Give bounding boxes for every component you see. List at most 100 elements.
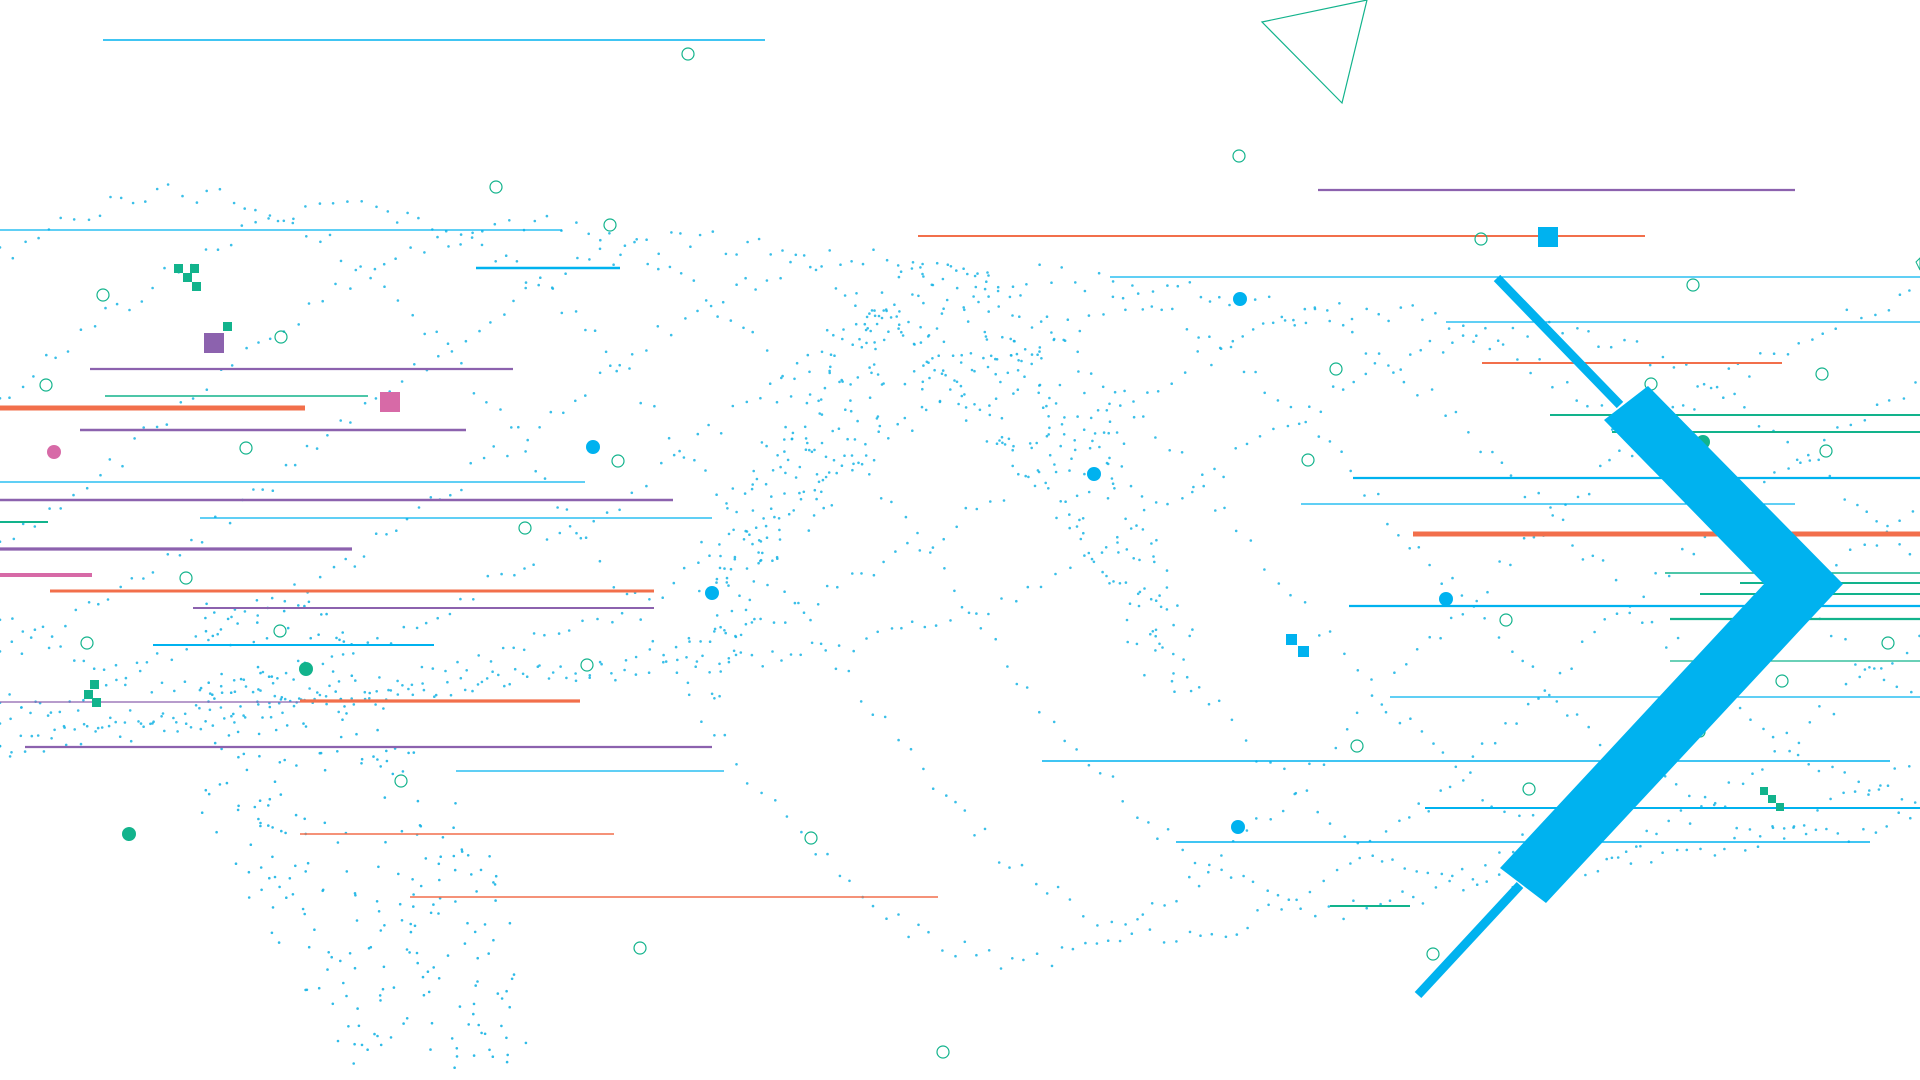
dot [772,621,776,624]
dot [988,413,992,417]
dot [1142,508,1146,512]
dot [1129,527,1133,530]
dot [1077,370,1080,373]
dot [1650,620,1654,624]
dot [256,665,260,669]
chevron-body [1500,386,1843,903]
dot [562,411,565,415]
dot [459,676,463,680]
dot [239,705,242,708]
dot [832,458,836,462]
dot [1486,590,1489,594]
dot [721,300,725,304]
dot [784,425,787,429]
dot [432,966,436,969]
dot [1048,426,1051,430]
dot [1601,559,1605,562]
dot [267,217,270,220]
dot [1196,350,1199,353]
dot [837,427,841,431]
dot [385,533,388,536]
dot [417,506,421,509]
dot [74,608,78,612]
dot [1641,621,1644,624]
dot [1110,477,1114,480]
dot [431,667,435,670]
dot [750,653,754,657]
dot [841,337,844,341]
dot [320,613,323,616]
dot [268,705,272,709]
dot [924,408,928,412]
dot [1060,946,1064,949]
dot [1772,352,1776,356]
dot [1208,335,1211,339]
dot [281,711,284,715]
dot [382,965,386,969]
dot [1685,848,1689,852]
dot [630,491,634,495]
dot [464,339,468,343]
dot [574,672,577,675]
dot [922,767,925,771]
dot [1440,872,1444,876]
dot [873,341,876,344]
dot [923,625,927,629]
dot [1182,658,1185,661]
dot [704,469,707,472]
square [223,322,232,331]
dot [812,514,816,517]
dot [679,232,682,235]
dot [687,636,691,640]
dot [623,244,627,247]
dot [1149,632,1152,636]
dot [975,612,978,615]
dot [1700,805,1703,808]
dot [1087,551,1091,555]
dot [1283,767,1286,771]
dot [1571,544,1574,547]
dot [827,471,831,474]
dot [427,990,431,994]
dot [327,951,331,954]
dot [343,705,346,708]
dot [1263,568,1266,571]
dot [215,830,218,834]
dot [1028,442,1032,445]
dot [1610,856,1614,860]
dot [889,316,893,319]
dot [1287,898,1291,901]
dot [1299,907,1302,910]
dot [949,619,952,622]
dot [128,709,132,712]
dot [838,380,841,384]
dot [1015,682,1019,686]
dot [791,431,795,435]
dot [532,632,536,635]
dot [1829,634,1833,638]
dot [433,695,436,698]
dot [1342,917,1345,921]
dot [183,712,187,716]
dot [1023,348,1027,351]
dot [858,337,861,341]
dot [759,540,763,543]
dot [259,821,262,825]
dot [1048,396,1051,400]
dot [954,954,957,958]
dot [678,449,681,453]
dot [715,614,719,617]
dot [1341,388,1345,391]
dot [207,681,210,684]
dot [1075,494,1079,498]
dot [1373,362,1377,365]
dot [813,448,816,452]
dot [386,210,390,213]
dot [1242,370,1246,374]
dot [579,536,583,540]
dot [374,532,378,535]
dot [611,620,614,624]
dot [1914,381,1917,384]
dot [1073,448,1077,452]
dot [108,458,112,461]
